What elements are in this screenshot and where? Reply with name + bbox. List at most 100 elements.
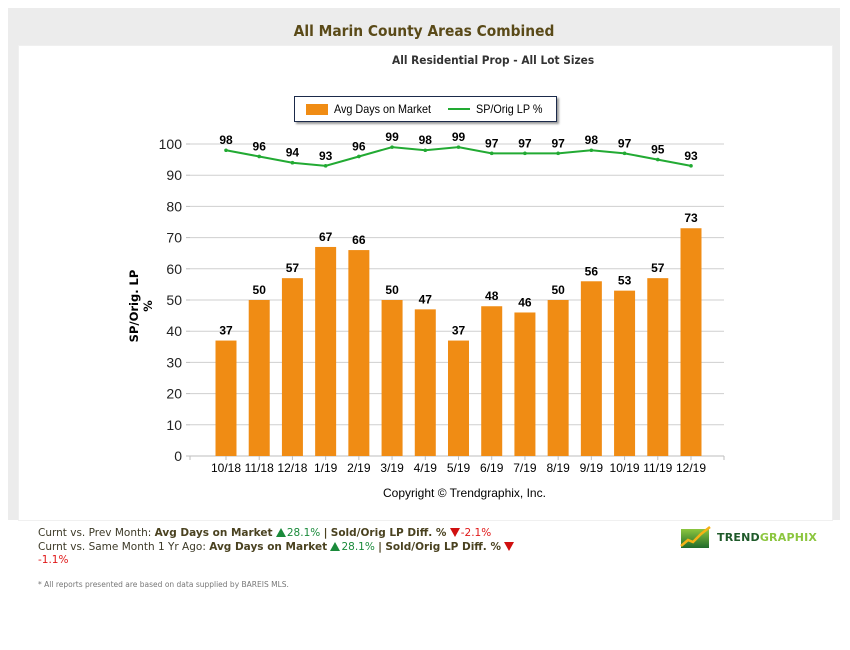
y-tick-label: 100 [159, 136, 183, 152]
x-tick-label: 10/19 [610, 461, 640, 475]
line-data-label: 97 [551, 136, 565, 150]
line-data-label: 98 [419, 133, 433, 147]
x-tick-label: 7/19 [513, 461, 537, 475]
x-tick-label: 10/18 [211, 461, 241, 475]
summary-row-year-ago-value: -1.1% [38, 554, 68, 566]
summary-value-lp: -2.1% [460, 527, 492, 539]
chart-copyright: Copyright © Trendgraphix, Inc. [383, 486, 546, 500]
bar-data-label: 50 [385, 283, 399, 297]
down-arrow-icon [449, 528, 460, 537]
summary-row-prev-month: Curnt vs. Prev Month: Avg Days on Market… [38, 527, 491, 539]
line-point [689, 164, 693, 168]
line-point [622, 151, 627, 156]
bar [514, 312, 536, 456]
bar [547, 300, 569, 456]
bar [680, 228, 702, 456]
bar-data-label: 73 [684, 211, 698, 225]
line-point [655, 157, 660, 162]
legend-label-sp: SP/Orig LP % [476, 102, 543, 116]
y-tick-label: 70 [166, 230, 182, 246]
line-data-label: 99 [385, 130, 399, 144]
y-tick-label: 10 [166, 417, 182, 433]
x-tick-label: 12/19 [676, 461, 706, 475]
line-data-labels: 98 96 94 93 96 99 98 99 97 97 97 98 97 95 93 [219, 130, 698, 163]
legend-swatch-line [448, 108, 470, 110]
line-point [423, 148, 428, 153]
y-tick-label: 90 [166, 167, 182, 183]
line-data-label: 98 [585, 133, 599, 147]
chart-legend: Avg Days on Market SP/Orig LP % [294, 96, 557, 122]
bar-data-label: 53 [618, 274, 632, 288]
page-title: All Marin County Areas Combined [293, 22, 555, 40]
bar-data-label: 56 [585, 264, 599, 278]
bar-data-label: 66 [352, 233, 366, 247]
summary-value-days: 28.1% [341, 541, 375, 553]
line-point [556, 151, 560, 156]
line-point [489, 151, 494, 156]
line-data-label: 94 [286, 146, 300, 160]
bar-data-label: 47 [419, 292, 433, 306]
line-point [224, 148, 228, 153]
x-tick-label: 1/19 [314, 461, 338, 475]
bar [481, 306, 503, 456]
data-source-note: * All reports presented are based on dat… [38, 580, 289, 589]
bar [647, 278, 669, 456]
line-point [357, 154, 361, 159]
bar-data-label: 46 [518, 295, 532, 309]
line-series [224, 145, 693, 168]
logo-text: TRENDGRAPHIX [717, 531, 818, 544]
x-tick-label: 11/18 [245, 461, 274, 475]
summary-separator: | [323, 527, 328, 539]
bar-data-label: 50 [551, 283, 565, 297]
y-tick-label: 80 [166, 198, 182, 214]
x-axis-categories: 10/18 11/18 12/18 1/19 2/19 3/19 4/19 5/19 6/19 7… [211, 461, 706, 475]
line-data-label: 96 [352, 139, 366, 153]
bar [281, 278, 303, 456]
x-tick-label: 5/19 [447, 461, 471, 475]
x-tick-label: 9/19 [580, 461, 604, 475]
trend-chart-icon [680, 526, 711, 548]
line-data-label: 97 [518, 136, 532, 150]
bar-data-label: 57 [651, 261, 665, 275]
trendgraphix-logo: TRENDGRAPHIX [679, 524, 829, 550]
summary-metric-days: Avg Days on Market [209, 541, 328, 553]
line-data-label: 93 [319, 149, 333, 163]
summary-value-lp: -1.1% [38, 554, 69, 566]
bar [248, 300, 270, 456]
bar [381, 300, 403, 456]
legend-label-days: Avg Days on Market [334, 102, 432, 116]
down-arrow-icon [504, 542, 515, 551]
bar-data-label: 50 [253, 283, 267, 297]
summary-metric-lp: Sold/Orig LP Diff. % [330, 527, 447, 539]
bar [215, 340, 237, 456]
bar [414, 309, 436, 456]
line-point [456, 145, 461, 149]
y-tick-label: 20 [166, 386, 182, 402]
summary-metric-days: Avg Days on Market [154, 527, 273, 539]
legend-swatch-bar [306, 104, 328, 115]
summary-prefix: Curnt vs. Same Month 1 Yr Ago: [38, 541, 206, 553]
summary-separator: | [378, 541, 382, 553]
bar [614, 290, 636, 456]
y-tick-label: 0 [174, 448, 182, 464]
line-data-label: 96 [253, 139, 267, 153]
bar [580, 281, 602, 456]
bar-series [215, 228, 702, 456]
line-data-label: 97 [485, 136, 499, 150]
line-data-label: 97 [618, 136, 632, 150]
line-point [390, 145, 394, 149]
bar-data-labels: 37 50 57 67 66 50 47 37 48 46 50 56 53 57 73 [219, 211, 698, 337]
bar-data-label: 37 [452, 324, 466, 338]
line-point [589, 148, 594, 153]
bar-data-label: 48 [485, 289, 499, 303]
line-point [257, 154, 262, 159]
up-arrow-icon [330, 542, 341, 551]
line-data-label: 99 [452, 130, 466, 144]
y-tick-label: 40 [166, 323, 182, 339]
y-tick-label: 30 [166, 354, 182, 370]
line-data-label: 93 [684, 149, 698, 163]
bar [448, 340, 469, 456]
summary-value-days: 28.1% [286, 527, 321, 539]
y-tick-label: 50 [166, 292, 182, 308]
line-data-label: 95 [651, 143, 665, 157]
